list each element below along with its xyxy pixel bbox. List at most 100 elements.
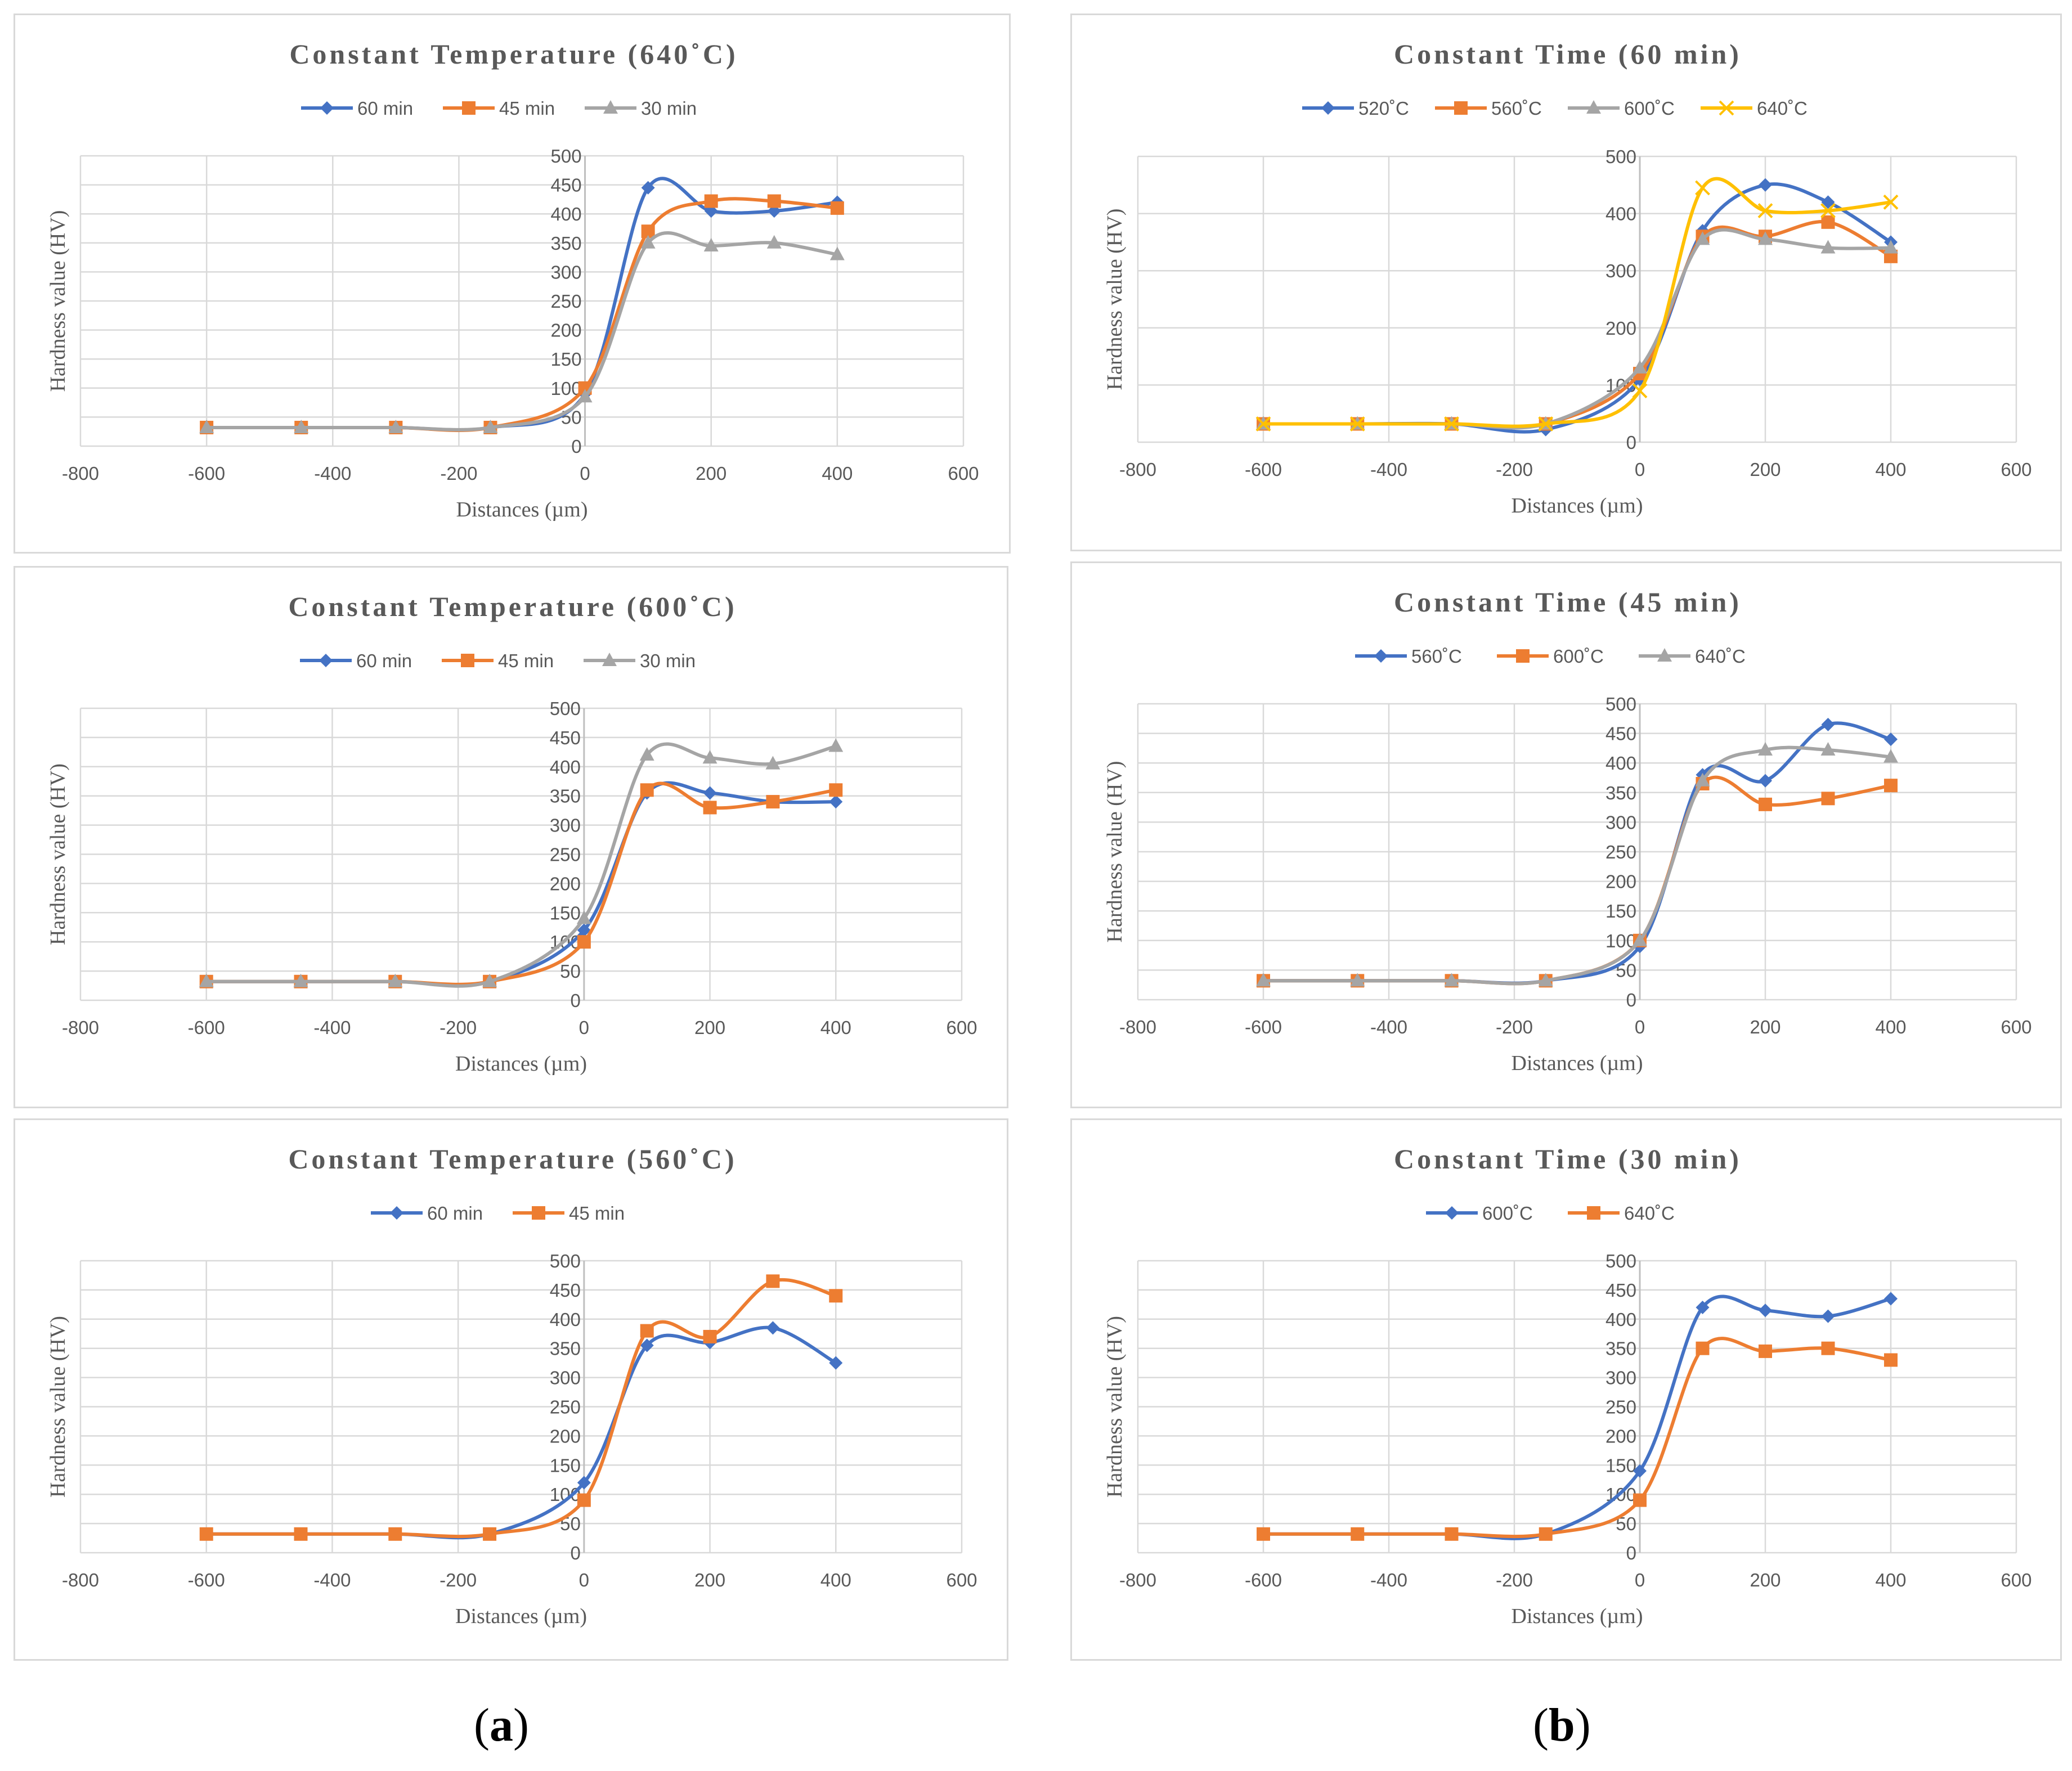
data-point xyxy=(1538,416,1554,431)
x-tick-label: -400 xyxy=(1370,1017,1407,1037)
x-tick-label: -800 xyxy=(62,1570,99,1590)
data-point xyxy=(483,419,498,433)
data-point xyxy=(639,747,654,761)
data-point xyxy=(1632,383,1648,398)
legend-label: 640˚C xyxy=(1624,1203,1675,1224)
y-axis-label: Hardness value (HV) xyxy=(46,763,70,945)
chart-ct560: Constant Temperature (560˚C) 60 min 45 min… xyxy=(46,1143,977,1628)
y-tick-label: 300 xyxy=(551,262,582,282)
data-point xyxy=(1759,774,1772,788)
data-point xyxy=(766,1321,780,1335)
series-line xyxy=(1263,228,1891,430)
series-line xyxy=(1263,182,1892,434)
y-tick-label: 200 xyxy=(551,320,582,341)
chart-title: Constant Temperature (640˚C) xyxy=(289,38,738,70)
data-point xyxy=(1883,749,1898,763)
series-1 xyxy=(1257,1337,1898,1541)
figure-label-a: (a) xyxy=(474,1699,529,1751)
data-point xyxy=(702,750,717,764)
y-tick-label: 0 xyxy=(570,990,580,1011)
legend-label: 600˚C xyxy=(1624,98,1675,119)
legend-item-2: 30 min xyxy=(584,650,696,671)
x-tick-label: -400 xyxy=(313,1017,351,1038)
y-tick-label: 500 xyxy=(1605,694,1636,714)
series-line xyxy=(1263,721,1891,985)
series-line xyxy=(206,1325,837,1540)
chart-title: Constant Temperature (600˚C) xyxy=(288,591,737,622)
series-line xyxy=(207,231,838,431)
chart-title: Constant Time (30 min) xyxy=(1394,1143,1742,1175)
x-tick-label: -200 xyxy=(1496,1017,1533,1037)
data-point xyxy=(1821,1309,1835,1323)
series-line xyxy=(1263,775,1891,986)
legend-item-0: 60 min xyxy=(371,1203,483,1224)
series-2 xyxy=(199,738,844,988)
chart-title: Constant Time (60 min) xyxy=(1394,38,1742,70)
x-axis-label: Distances (µm) xyxy=(455,1604,587,1628)
x-tick-label: 200 xyxy=(694,1570,725,1590)
data-point xyxy=(1255,416,1271,431)
chart-panel-cti30: Constant Time (30 min) 600˚C 640˚C -800 -600… xyxy=(1070,1118,2062,1661)
data-point xyxy=(1695,231,1710,245)
legend-label: 560˚C xyxy=(1411,646,1462,667)
legend-item-3: 640˚C xyxy=(1701,98,1808,119)
data-point xyxy=(1820,240,1836,254)
legend-item-2: 30 min xyxy=(585,98,697,119)
y-tick-label: 300 xyxy=(550,1368,581,1388)
x-tick-label: -200 xyxy=(439,1570,477,1590)
data-point xyxy=(640,1338,654,1352)
x-tick-label: -600 xyxy=(188,1017,225,1038)
legend-label: 45 min xyxy=(499,98,555,119)
x-axis-label: Distances (µm) xyxy=(1512,1604,1643,1628)
legend-label: 600˚C xyxy=(1553,646,1604,667)
y-tick-label: 150 xyxy=(1605,1455,1636,1476)
legend-item-0: 520˚C xyxy=(1302,98,1409,119)
x-tick-label: 0 xyxy=(579,1017,589,1038)
series-0 xyxy=(1257,178,1898,437)
x-tick-label: 0 xyxy=(579,1570,589,1590)
data-point xyxy=(577,1476,591,1490)
data-point xyxy=(640,783,654,797)
data-point xyxy=(1444,973,1459,987)
data-point xyxy=(1256,973,1271,987)
y-tick-label: 400 xyxy=(550,757,581,777)
x-tick-label: 600 xyxy=(946,1570,977,1590)
y-tick-label: 400 xyxy=(1605,204,1636,224)
series-3 xyxy=(1255,177,1899,431)
series-line xyxy=(1263,1294,1891,1540)
x-tick-label: -200 xyxy=(439,1017,477,1038)
legend-marker xyxy=(1321,101,1335,115)
series-line xyxy=(207,197,838,432)
data-point xyxy=(703,801,717,815)
y-axis-label: Hardness value (HV) xyxy=(1103,209,1127,390)
legend-label: 520˚C xyxy=(1358,98,1409,119)
data-point xyxy=(294,419,309,433)
data-point xyxy=(766,795,780,809)
legend-label: 60 min xyxy=(356,650,412,671)
data-point xyxy=(1759,1303,1772,1318)
legend-marker xyxy=(1586,100,1601,114)
data-point xyxy=(1696,1341,1710,1355)
gridlines xyxy=(1137,703,2017,1001)
legend-label: 60 min xyxy=(427,1203,483,1224)
legend-item-2: 600˚C xyxy=(1568,98,1675,119)
y-tick-label: 200 xyxy=(1605,318,1636,339)
x-tick-label: -600 xyxy=(1245,1570,1282,1590)
legend-label: 640˚C xyxy=(1695,646,1746,667)
y-tick-label: 350 xyxy=(550,1338,581,1359)
data-point xyxy=(294,1527,308,1541)
y-tick-label: 350 xyxy=(550,786,581,807)
data-point xyxy=(1758,742,1773,756)
legend-label: 45 min xyxy=(498,650,554,671)
series-1 xyxy=(1257,775,1898,988)
legend-item-1: 600˚C xyxy=(1497,646,1604,667)
data-point xyxy=(293,973,308,987)
data-point xyxy=(829,795,843,809)
legend-marker xyxy=(532,1206,545,1220)
y-tick-label: 250 xyxy=(1605,1397,1636,1418)
gridlines xyxy=(1137,1260,2017,1554)
data-point xyxy=(1759,1344,1772,1358)
chart-panel-cti45: Constant Time (45 min) 560˚C 600˚C 640˚C -80… xyxy=(1070,561,2062,1108)
data-point xyxy=(483,1527,497,1541)
y-tick-label: 150 xyxy=(550,1455,581,1476)
